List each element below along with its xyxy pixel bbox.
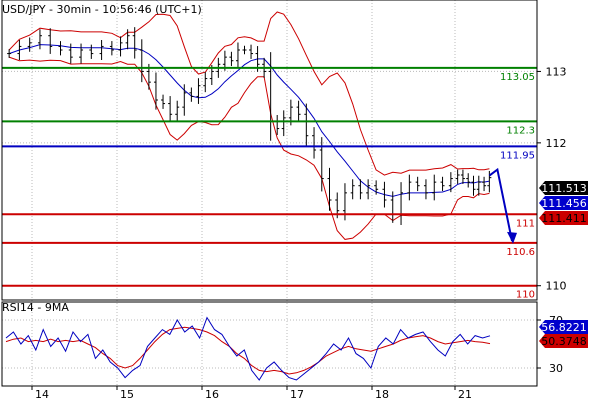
candle [471, 175, 476, 196]
x-tick-label-18: 18 [375, 388, 389, 400]
rsi-line [5, 316, 491, 381]
price-tag-111.513-label: 111.513 [541, 182, 587, 195]
candle [358, 179, 363, 200]
candle [460, 169, 465, 184]
candle [249, 44, 254, 59]
price-tag-111.513: 111.513 [539, 181, 588, 195]
candle [350, 179, 355, 200]
y-tick-label-110: 110 [546, 280, 567, 293]
candle [118, 36, 123, 57]
candle [37, 29, 42, 50]
candle [99, 40, 104, 60]
forecast-arrow-line [488, 167, 513, 242]
candle [89, 44, 94, 59]
level-label-111.95: 111.95 [500, 150, 535, 161]
candle [296, 100, 301, 121]
rsi-tag-56.8221: 56.8221 [539, 320, 588, 334]
candle [268, 52, 273, 141]
level-label-110: 110 [516, 290, 535, 301]
x-tick-label-15: 15 [120, 388, 134, 400]
candle [7, 49, 12, 58]
candle [175, 100, 180, 121]
level-label-110.6: 110.6 [506, 247, 535, 258]
price-panel-frame [1, 0, 538, 301]
rsi-panel-frame [1, 301, 538, 387]
x-tick-label-16: 16 [205, 388, 219, 400]
candle [109, 41, 114, 56]
price-tag-111.411: 111.411 [539, 211, 588, 225]
candle [27, 37, 32, 52]
rsi-tag-56.8221-bg [539, 320, 588, 334]
bollinger-upper-line [8, 11, 490, 176]
rsi-tag-56.8221-label: 56.8221 [541, 321, 587, 334]
rsi-title: RSI14 - 9MA [2, 301, 69, 314]
candle [68, 43, 73, 64]
candle [189, 87, 194, 102]
level-label-112.3: 112.3 [506, 125, 535, 136]
candle [182, 84, 187, 116]
price-tag-111.513-bg [539, 181, 588, 195]
price-tag-111.456-bg [539, 196, 588, 210]
candle [455, 169, 460, 184]
candle [125, 29, 130, 50]
candle [58, 41, 63, 56]
rsi-tag-50.3748-bg [539, 334, 588, 348]
candle [312, 127, 317, 159]
y-tick-label-112: 112 [546, 137, 567, 150]
candle [382, 181, 387, 208]
x-tick-label-14: 14 [35, 388, 49, 400]
candle [399, 182, 404, 225]
candle [153, 72, 158, 110]
candle [196, 78, 201, 104]
candle [79, 43, 84, 64]
candle [132, 27, 137, 59]
price-tag-111.456: 111.456 [539, 196, 588, 210]
candle [440, 176, 445, 192]
rsi-tag-50.3748: 50.3748 [539, 334, 588, 348]
candle [139, 39, 144, 83]
forecast-arrow-head [507, 231, 517, 244]
level-label-113.05: 113.05 [500, 72, 535, 83]
candle [242, 45, 247, 55]
bollinger-lower-line [8, 56, 490, 240]
candle [448, 172, 453, 193]
y-tick-label-113: 113 [546, 65, 567, 78]
candle [161, 94, 166, 109]
candle [48, 28, 53, 54]
chart-title: USD/JPY - 30min - 10:56:46 (UTC+1) [2, 3, 202, 16]
level-label-111: 111 [516, 218, 535, 229]
candle [17, 40, 22, 60]
rsi-y-tick-label-30: 30 [549, 362, 563, 375]
candle [235, 42, 240, 69]
x-tick-label-17: 17 [290, 388, 304, 400]
x-tick-label-21: 21 [458, 388, 472, 400]
candle [168, 96, 173, 122]
candle [304, 103, 309, 147]
candle [476, 175, 481, 196]
candle [281, 110, 286, 137]
candle [327, 167, 332, 211]
candle [432, 174, 437, 201]
candle [423, 179, 428, 200]
candle [374, 180, 379, 195]
candle [366, 179, 371, 200]
candle [407, 174, 412, 201]
candle [229, 51, 234, 67]
candle [415, 176, 420, 192]
rsi-tag-50.3748-label: 50.3748 [541, 335, 587, 348]
price-tag-111.456-label: 111.456 [541, 197, 587, 210]
moving-average-line [8, 44, 490, 197]
candle [466, 173, 471, 188]
candle [203, 72, 208, 93]
price-tag-111.411-label: 111.411 [541, 212, 587, 225]
candle [482, 176, 487, 192]
price-tag-111.411-bg [539, 211, 588, 225]
